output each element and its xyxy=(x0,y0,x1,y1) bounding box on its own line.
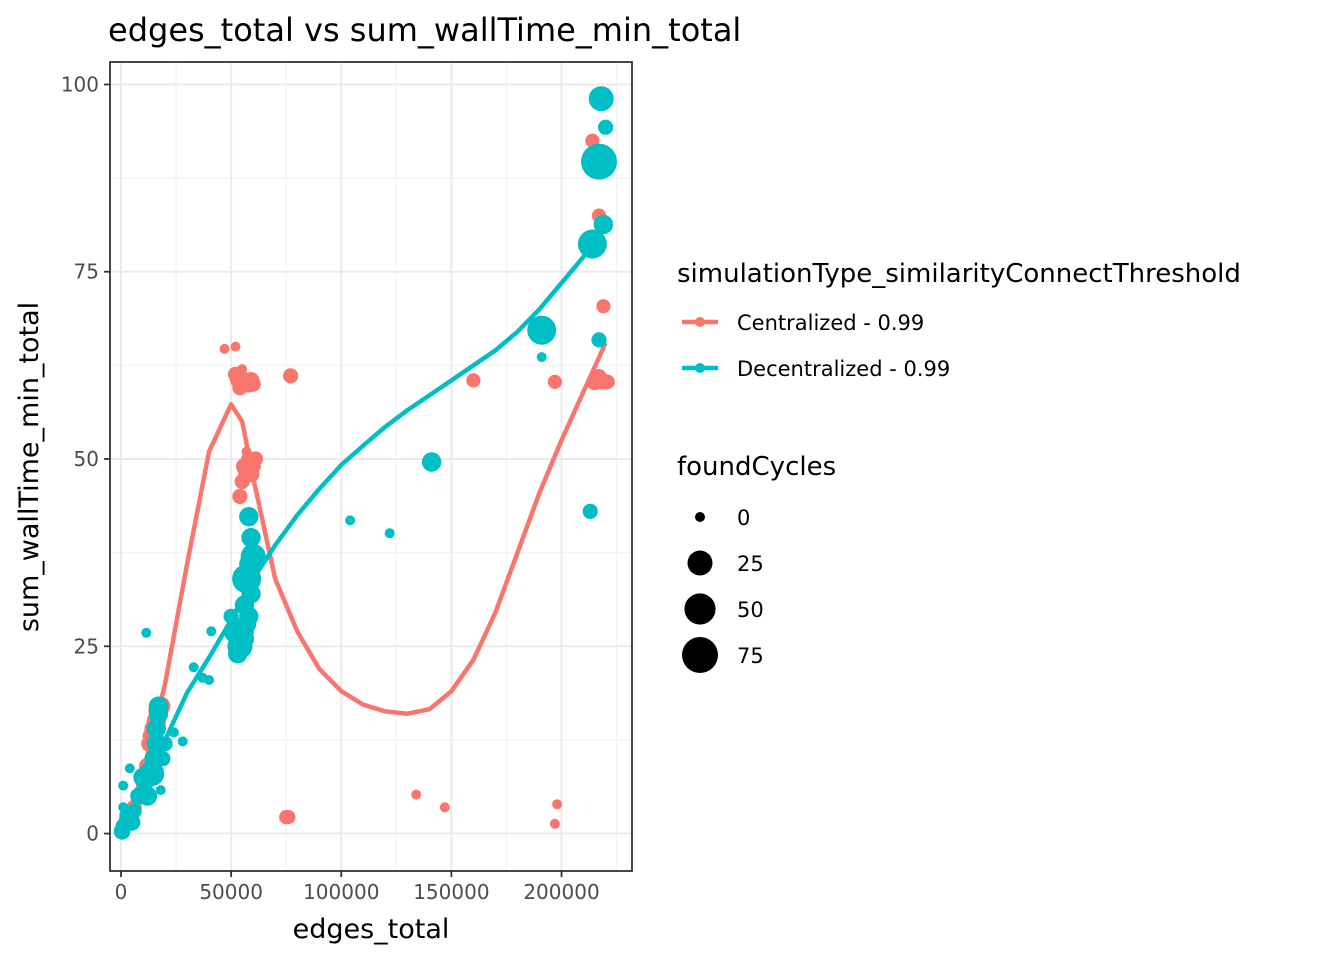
x-tick-label: 150000 xyxy=(413,880,489,904)
size-legend-label: 25 xyxy=(737,552,764,576)
point-decentralized xyxy=(234,629,255,649)
x-tick-label: 100000 xyxy=(303,880,379,904)
point-centralized xyxy=(549,818,560,829)
y-tick-label: 0 xyxy=(86,822,99,846)
y-axis-ticks: 0 25 50 75 100 xyxy=(61,72,110,846)
legend-key-point xyxy=(695,363,705,373)
point-decentralized xyxy=(118,802,129,813)
point-decentralized xyxy=(536,352,547,363)
point-decentralized xyxy=(155,785,166,796)
point-decentralized xyxy=(240,543,266,569)
color-legend: simulationType_similarityConnectThreshol… xyxy=(677,259,1241,381)
point-centralized xyxy=(596,299,611,314)
point-centralized xyxy=(281,810,296,825)
size-legend-key xyxy=(687,550,713,576)
point-decentralized xyxy=(593,214,614,235)
point-decentralized xyxy=(591,332,607,348)
y-tick-label: 100 xyxy=(61,72,99,96)
grid xyxy=(110,62,632,871)
point-decentralized xyxy=(118,780,129,791)
data-points xyxy=(113,86,617,840)
point-centralized xyxy=(219,343,230,354)
point-decentralized xyxy=(168,727,179,738)
point-centralized xyxy=(241,446,252,457)
color-legend-label: Centralized - 0.99 xyxy=(737,311,924,335)
point-decentralized xyxy=(384,528,395,539)
point-decentralized xyxy=(148,696,169,716)
smooth-curve-centralized xyxy=(118,341,608,835)
point-centralized xyxy=(411,789,422,800)
point-centralized xyxy=(237,364,248,375)
point-centralized xyxy=(547,374,563,389)
point-centralized xyxy=(247,451,263,467)
point-decentralized xyxy=(588,86,614,112)
size-legend: foundCycles 0 25 50 75 xyxy=(677,452,836,673)
point-centralized xyxy=(439,802,450,813)
plot-panel-border xyxy=(109,61,633,872)
point-centralized xyxy=(230,341,241,352)
size-legend-title: foundCycles xyxy=(677,452,836,482)
point-centralized xyxy=(552,799,563,810)
point-decentralized xyxy=(234,595,255,615)
size-legend-label: 50 xyxy=(737,598,764,622)
point-centralized xyxy=(600,374,615,389)
point-decentralized xyxy=(241,528,261,548)
size-legend-label: 75 xyxy=(737,644,764,668)
x-tick-label: 200000 xyxy=(523,880,599,904)
point-centralized xyxy=(466,373,481,388)
point-decentralized xyxy=(177,736,188,747)
point-decentralized xyxy=(345,515,356,526)
color-legend-title: simulationType_similarityConnectThreshol… xyxy=(677,259,1241,289)
point-decentralized xyxy=(146,719,166,739)
point-decentralized xyxy=(155,751,171,767)
x-tick-label: 50000 xyxy=(199,880,263,904)
point-decentralized xyxy=(527,315,557,345)
point-decentralized xyxy=(239,507,259,527)
smooth-curves xyxy=(118,225,608,835)
x-tick-label: 0 xyxy=(115,880,128,904)
size-legend-key xyxy=(682,637,718,673)
point-decentralized xyxy=(204,675,215,685)
point-decentralized xyxy=(124,763,135,774)
color-legend-label: Decentralized - 0.99 xyxy=(737,357,950,381)
point-decentralized xyxy=(141,627,152,638)
size-legend-key xyxy=(684,593,716,625)
point-decentralized xyxy=(598,119,614,135)
point-decentralized xyxy=(421,452,442,472)
point-decentralized xyxy=(188,662,199,673)
y-axis-title: sum_wallTime_min_total xyxy=(14,302,45,632)
y-tick-label: 75 xyxy=(74,260,99,284)
smooth-curve-decentralized xyxy=(119,225,608,835)
point-decentralized xyxy=(206,626,217,637)
y-tick-label: 50 xyxy=(74,447,99,471)
point-decentralized xyxy=(581,143,617,180)
size-legend-label: 0 xyxy=(737,506,750,530)
point-decentralized xyxy=(577,229,607,259)
x-axis-ticks: 0 50000 100000 150000 200000 xyxy=(115,871,600,904)
chart-title: edges_total vs sum_wallTime_min_total xyxy=(108,11,741,49)
point-centralized xyxy=(283,368,299,384)
point-decentralized xyxy=(157,736,173,752)
x-axis-title: edges_total xyxy=(293,914,450,945)
point-centralized xyxy=(232,488,248,505)
size-legend-key xyxy=(695,512,705,522)
legend-key-point xyxy=(695,317,705,327)
point-decentralized xyxy=(582,503,598,519)
y-tick-label: 25 xyxy=(74,634,99,658)
point-centralized xyxy=(245,376,261,392)
point-decentralized xyxy=(126,803,142,819)
point-decentralized xyxy=(137,786,158,806)
